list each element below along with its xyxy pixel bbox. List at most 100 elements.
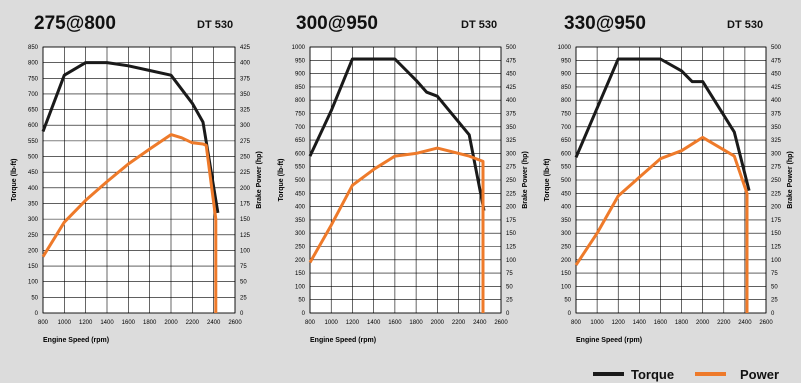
y-right-axis-title: Brake Power (hp) [787, 151, 794, 209]
chart-model-label: DT 530 [461, 19, 497, 31]
y-right-tick-label: 50 [240, 280, 247, 286]
y-right-tick-label: 225 [771, 191, 782, 197]
y-left-tick-label: 400 [561, 205, 572, 211]
chart-title: 330@950 [564, 13, 646, 34]
y-left-tick-label: 50 [298, 298, 305, 304]
x-tick-label: 2000 [696, 320, 710, 326]
y-left-tick-label: 800 [28, 61, 39, 67]
y-right-tick-label: 0 [771, 311, 775, 317]
y-left-tick-label: 50 [31, 295, 38, 301]
y-left-tick-label: 800 [295, 98, 306, 104]
y-left-tick-label: 0 [568, 311, 572, 317]
y-right-tick-label: 200 [506, 205, 517, 211]
y-left-tick-label: 700 [295, 125, 306, 131]
y-left-tick-label: 700 [561, 125, 572, 131]
y-left-tick-label: 1000 [292, 45, 306, 51]
y-left-tick-label: 100 [295, 284, 306, 290]
chart-title: 275@800 [34, 13, 116, 34]
power-series-line [308, 146, 485, 313]
x-tick-label: 800 [571, 320, 582, 326]
x-axis-title: Engine Speed (rpm) [576, 337, 642, 344]
torque-series-line [574, 57, 751, 191]
y-left-tick-label: 500 [561, 178, 572, 184]
y-left-tick-label: 550 [295, 165, 306, 171]
y-right-tick-label: 500 [506, 45, 517, 51]
y-left-tick-label: 650 [561, 138, 572, 144]
y-left-tick-label: 650 [28, 108, 39, 114]
y-right-tick-label: 400 [771, 98, 782, 104]
y-left-axis-title: Torque (lb-ft) [544, 158, 551, 201]
y-right-tick-label: 100 [771, 258, 782, 264]
y-left-tick-label: 750 [28, 76, 39, 82]
y-right-tick-label: 250 [771, 178, 782, 184]
y-left-tick-label: 350 [28, 201, 39, 207]
y-right-tick-label: 250 [240, 155, 251, 161]
y-left-tick-label: 200 [28, 248, 39, 254]
y-left-tick-label: 450 [28, 170, 39, 176]
y-right-tick-label: 150 [240, 217, 251, 223]
y-right-tick-label: 150 [506, 231, 517, 237]
x-tick-label: 1000 [58, 320, 72, 326]
y-left-tick-label: 200 [561, 258, 572, 264]
y-right-tick-label: 125 [240, 233, 251, 239]
y-right-tick-label: 425 [506, 85, 517, 91]
y-right-tick-label: 75 [240, 264, 247, 270]
y-right-tick-label: 200 [771, 205, 782, 211]
y-left-tick-label: 700 [28, 92, 39, 98]
y-right-tick-label: 500 [771, 45, 782, 51]
y-right-tick-label: 125 [771, 245, 782, 251]
y-right-tick-label: 375 [506, 112, 517, 118]
y-left-tick-label: 650 [295, 138, 306, 144]
x-tick-label: 1600 [654, 320, 668, 326]
y-right-tick-label: 425 [771, 85, 782, 91]
grid [575, 46, 767, 314]
x-tick-label: 1000 [590, 320, 604, 326]
x-tick-label: 1400 [633, 320, 647, 326]
y-right-tick-label: 75 [771, 271, 778, 277]
y-right-tick-label: 0 [240, 311, 244, 317]
y-right-tick-label: 50 [506, 284, 513, 290]
y-right-tick-label: 175 [240, 201, 251, 207]
y-left-tick-label: 150 [28, 264, 39, 270]
x-tick-label: 2600 [228, 320, 242, 326]
y-left-tick-label: 350 [295, 218, 306, 224]
power-series-line [574, 135, 749, 313]
y-left-tick-label: 600 [561, 151, 572, 157]
x-tick-label: 1200 [346, 320, 360, 326]
y-right-axis-title: Brake Power (hp) [522, 151, 529, 209]
y-left-tick-label: 500 [28, 155, 39, 161]
y-right-tick-label: 300 [771, 151, 782, 157]
y-right-tick-label: 25 [506, 298, 513, 304]
legend: Torque Power [593, 367, 779, 382]
torque-series-line [41, 61, 220, 214]
y-right-tick-label: 400 [240, 61, 251, 67]
y-left-tick-label: 450 [295, 191, 306, 197]
y-left-tick-label: 250 [28, 233, 39, 239]
x-tick-label: 1000 [325, 320, 339, 326]
y-right-tick-label: 0 [506, 311, 510, 317]
y-right-tick-label: 50 [771, 284, 778, 290]
y-left-tick-label: 1000 [558, 45, 572, 51]
power-series-line [41, 133, 218, 313]
y-right-axis-title: Brake Power (hp) [256, 151, 263, 209]
y-right-tick-label: 350 [771, 125, 782, 131]
y-right-tick-label: 325 [506, 138, 517, 144]
x-tick-label: 2200 [452, 320, 466, 326]
y-right-tick-label: 200 [240, 186, 251, 192]
y-right-tick-label: 225 [506, 191, 517, 197]
y-left-tick-label: 400 [28, 186, 39, 192]
y-right-tick-label: 400 [506, 98, 517, 104]
x-tick-label: 1800 [675, 320, 689, 326]
chart-model-label: DT 530 [727, 19, 763, 31]
y-right-tick-label: 350 [240, 92, 251, 98]
y-right-tick-label: 300 [240, 123, 251, 129]
y-left-tick-label: 750 [561, 112, 572, 118]
x-tick-label: 2200 [717, 320, 731, 326]
y-left-tick-label: 350 [561, 218, 572, 224]
x-tick-label: 1400 [100, 320, 114, 326]
y-left-tick-label: 550 [561, 165, 572, 171]
x-tick-label: 2400 [738, 320, 752, 326]
grid [309, 46, 502, 314]
